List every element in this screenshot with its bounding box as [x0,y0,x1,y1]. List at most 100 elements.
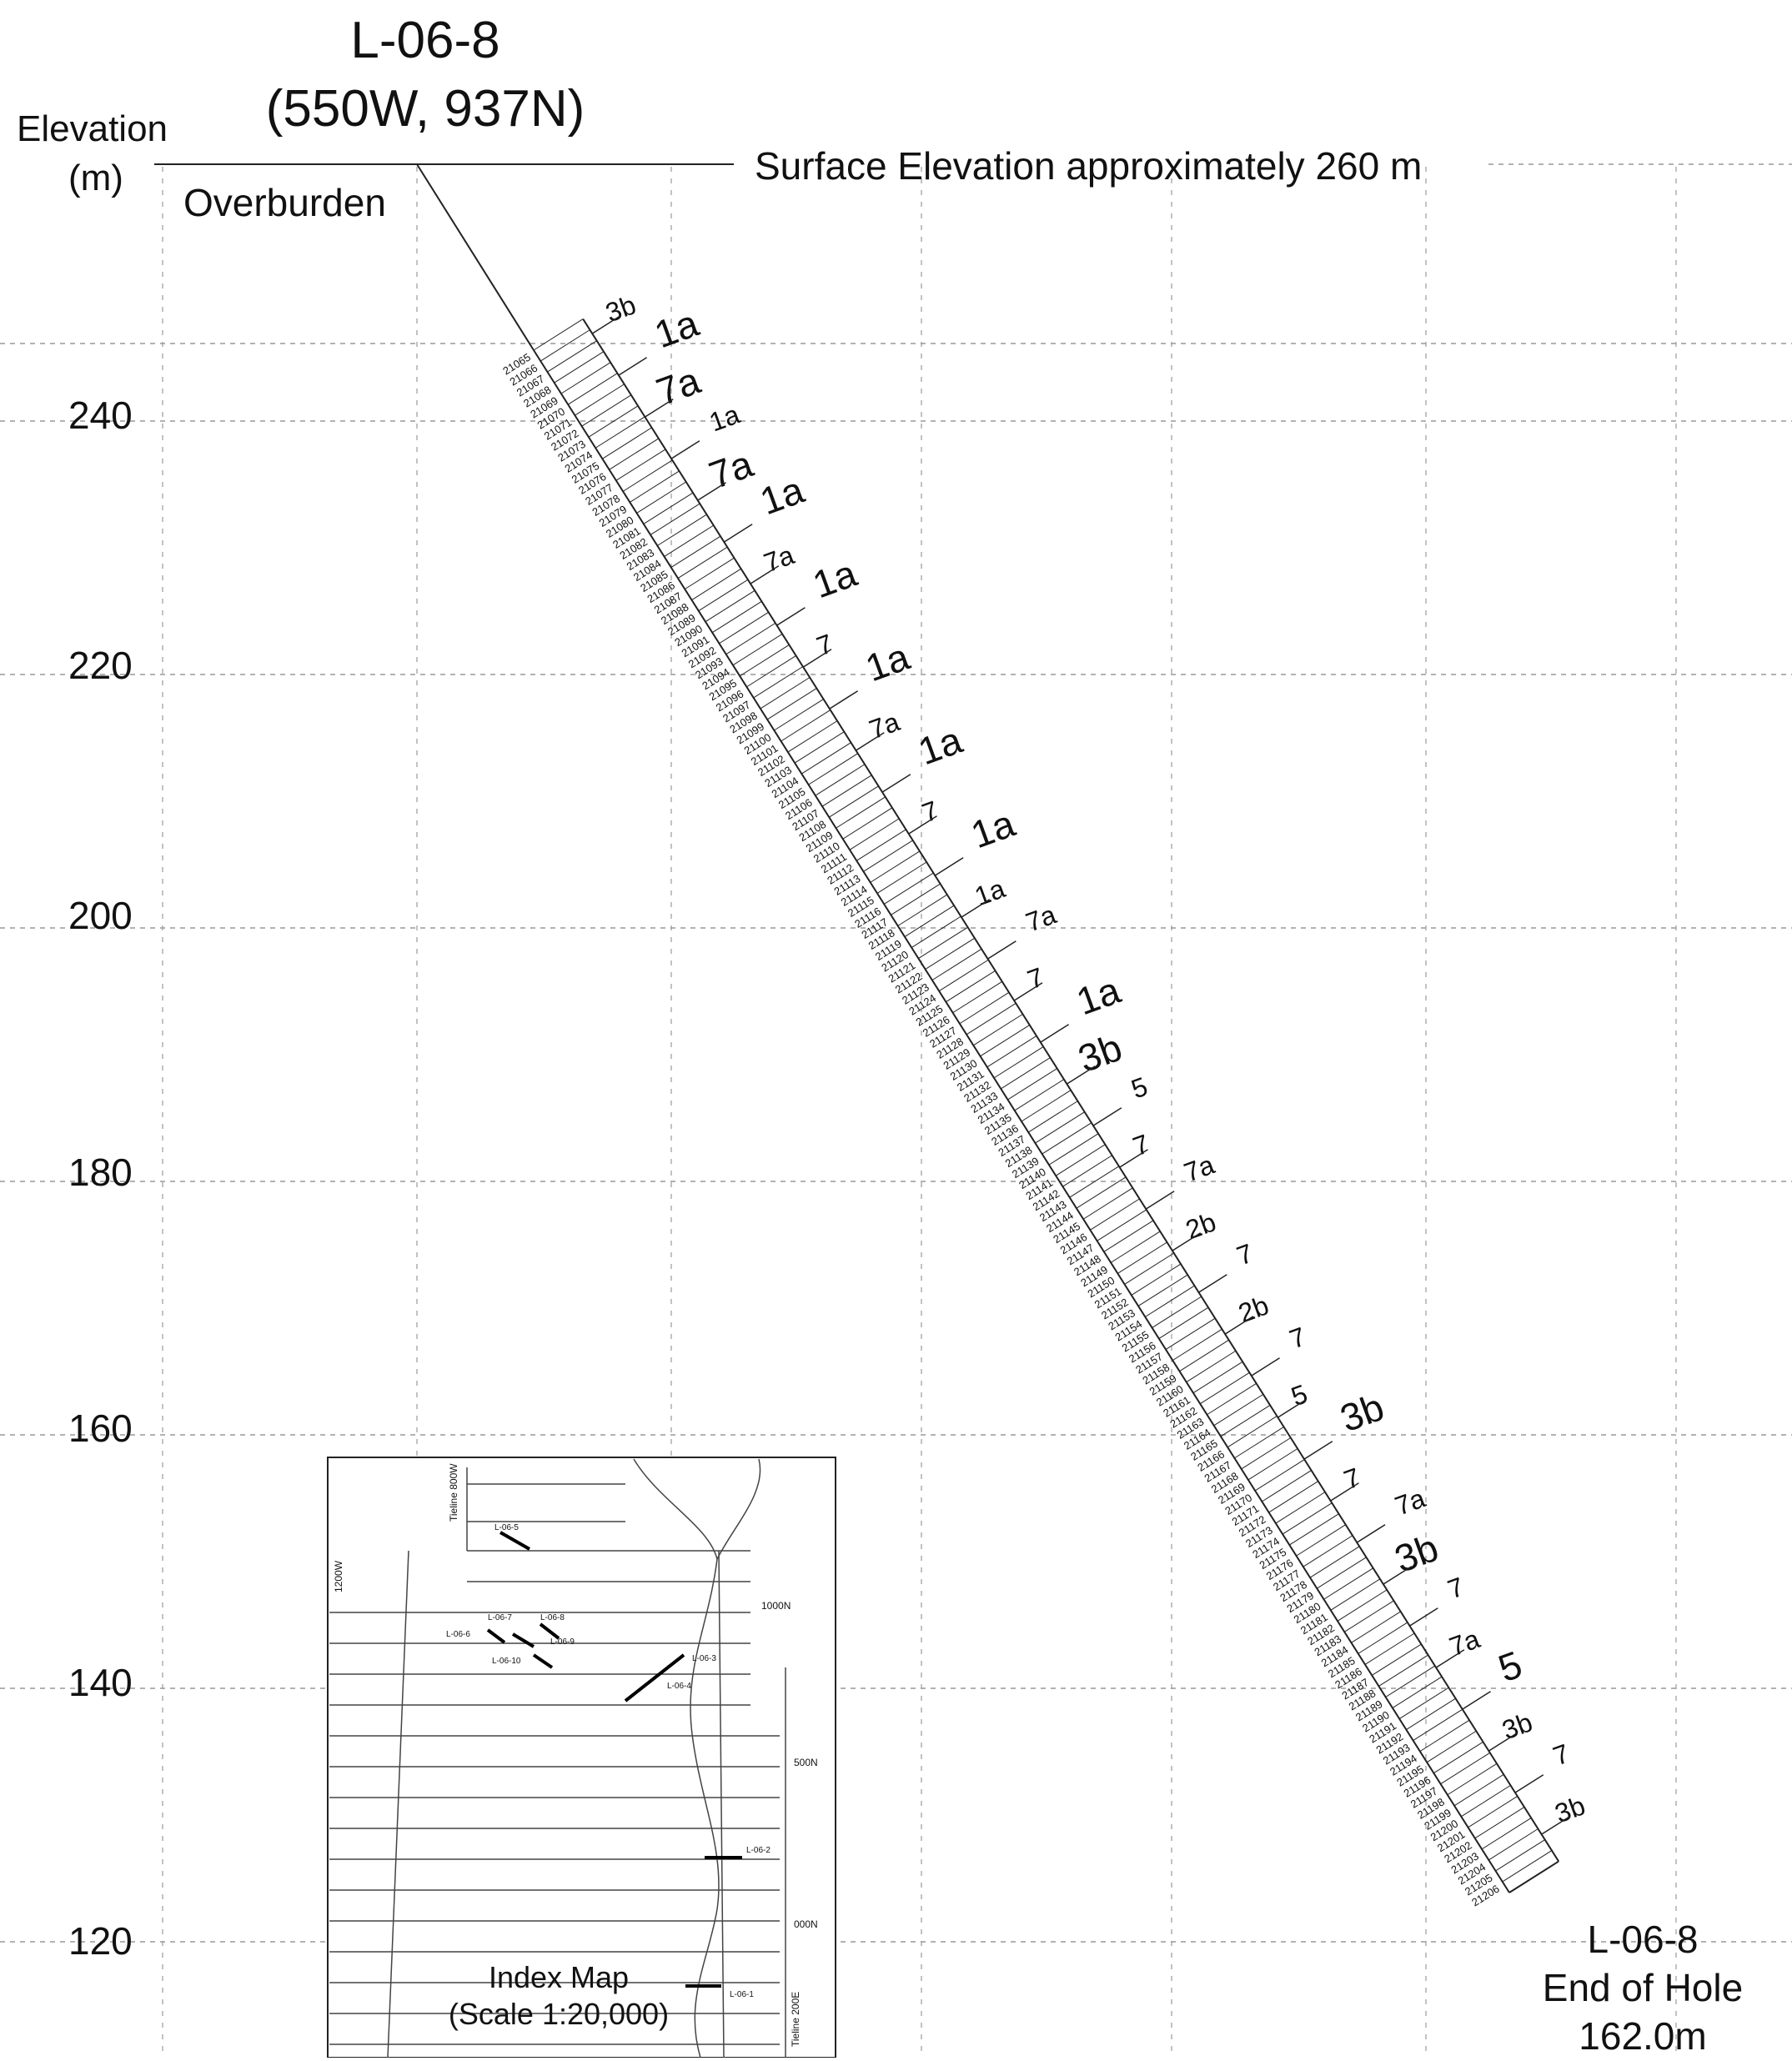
sample-tick [622,459,673,492]
sample-tick [575,384,625,416]
lithology-code: 5 [1288,1378,1312,1412]
sample-tick [1048,1133,1099,1166]
lithology-contact [1409,1607,1438,1627]
sample-tick [602,427,652,459]
sample-tick [801,742,851,775]
index-map-grid-label: 500N [794,1757,818,1768]
lithology-contact [1013,982,1043,1001]
sample-tick [938,959,989,992]
index-map-grid-label: 1200W [333,1560,344,1592]
sample-tick [1406,1697,1456,1730]
lithology-code: 3b [1072,1025,1127,1081]
lithology-contact [1092,1107,1122,1126]
index-map-baseline [387,1550,409,2058]
sample-tick [1247,1448,1298,1481]
sample-tick [1337,1589,1388,1622]
index-map-baseline [718,1550,725,2058]
sample-tick [588,405,639,438]
sample-tick [787,720,838,753]
sample-tick [980,1024,1030,1057]
sample-tick [1275,1492,1326,1524]
y-tick-180: 180 [68,1151,133,1194]
sample-tick [1152,1296,1202,1328]
lithology-code: 3b [1334,1385,1389,1440]
lithology-code: 1a [966,801,1021,857]
y-tick-240: 240 [68,394,133,437]
sample-tick [1385,1665,1436,1697]
sample-tick [1035,1111,1085,1144]
lithology-contact [1224,1316,1254,1335]
lithology-code: 3b [1498,1707,1537,1745]
lithology-contact [697,482,726,501]
sample-tick [1392,1676,1443,1708]
index-map-frame [327,1457,836,2058]
index-map-hole-label: L-06-5 [494,1523,519,1532]
sample-tick [1323,1567,1373,1600]
sample-tick [863,840,913,872]
lithology-code: 1a [971,873,1009,911]
sample-tick [870,850,921,883]
sample-tick [766,688,817,720]
sample-tick [1461,1784,1511,1818]
lithology-contact [750,565,780,584]
lithology-code: 2b [1234,1290,1272,1328]
lithology-code: 7a [1391,1483,1429,1522]
sample-tick [1137,1274,1188,1306]
sample-tick [711,600,762,634]
sample-tick [1227,1416,1277,1448]
y-tick-160: 160 [68,1407,133,1450]
sample-tick [1426,1730,1477,1763]
sample-tick [698,579,749,612]
sample-tick [719,611,769,644]
hole-coordinates: (550W, 937N) [265,80,585,138]
sample-tick [1330,1578,1381,1611]
sample-tick [918,926,968,960]
index-map: L-06-5 L-06-7 L-06-8 L-06-6 L-06-9 L-06-10 L-0… [327,1457,836,2058]
sample-tick [650,503,700,535]
end-of-hole-label: End of Hole [1542,1966,1744,2009]
sample-tick [993,1046,1044,1079]
sample-tick [897,894,948,926]
sample-tick [677,546,728,579]
sample-tick [1268,1481,1319,1513]
index-map-hole-marker [499,1531,530,1551]
index-map-hole-label: L-06-1 [730,1990,754,1999]
lithology-contact [1251,1357,1280,1377]
sample-tick [1309,1546,1360,1578]
y-tick-120: 120 [68,1919,133,1963]
sample-tick [746,655,796,688]
sample-tick [815,764,866,796]
index-map-hole-label: L-06-8 [540,1613,565,1622]
lithology-contact [1488,1733,1518,1752]
sample-tick [1172,1328,1222,1361]
sample-tick [952,980,1003,1014]
sample-tick [1007,1068,1057,1101]
index-map-river [633,1458,761,2058]
sample-tick [891,883,941,915]
sample-tick [1021,1090,1072,1122]
index-map-hole-label: L-06-3 [692,1654,716,1663]
lithology-code: 7 [1286,1321,1310,1355]
sample-tick [856,829,906,861]
lithology-contact [1541,1816,1570,1835]
lithology-contact [987,940,1016,960]
lithology-code: 7 [1549,1738,1574,1772]
lithology-contact [881,774,911,793]
sample-tick [1371,1643,1422,1676]
sample-tick [670,535,721,568]
sample-tick [808,753,859,785]
lithology-contact [1435,1649,1465,1668]
lithology-contact [618,357,648,376]
sample-tick [732,633,783,666]
sample-tick [1303,1535,1353,1567]
sample-tick [760,677,811,710]
lithology-code: 5 [1127,1071,1152,1105]
sample-tick [609,438,660,470]
end-of-hole-id: L-06-8 [1587,1918,1699,1961]
sample-tick [904,905,955,937]
lithology-contact [961,899,991,918]
lithology-code: 1a [755,468,810,524]
sample-tick [1488,1828,1539,1861]
sample-tick [876,861,927,894]
